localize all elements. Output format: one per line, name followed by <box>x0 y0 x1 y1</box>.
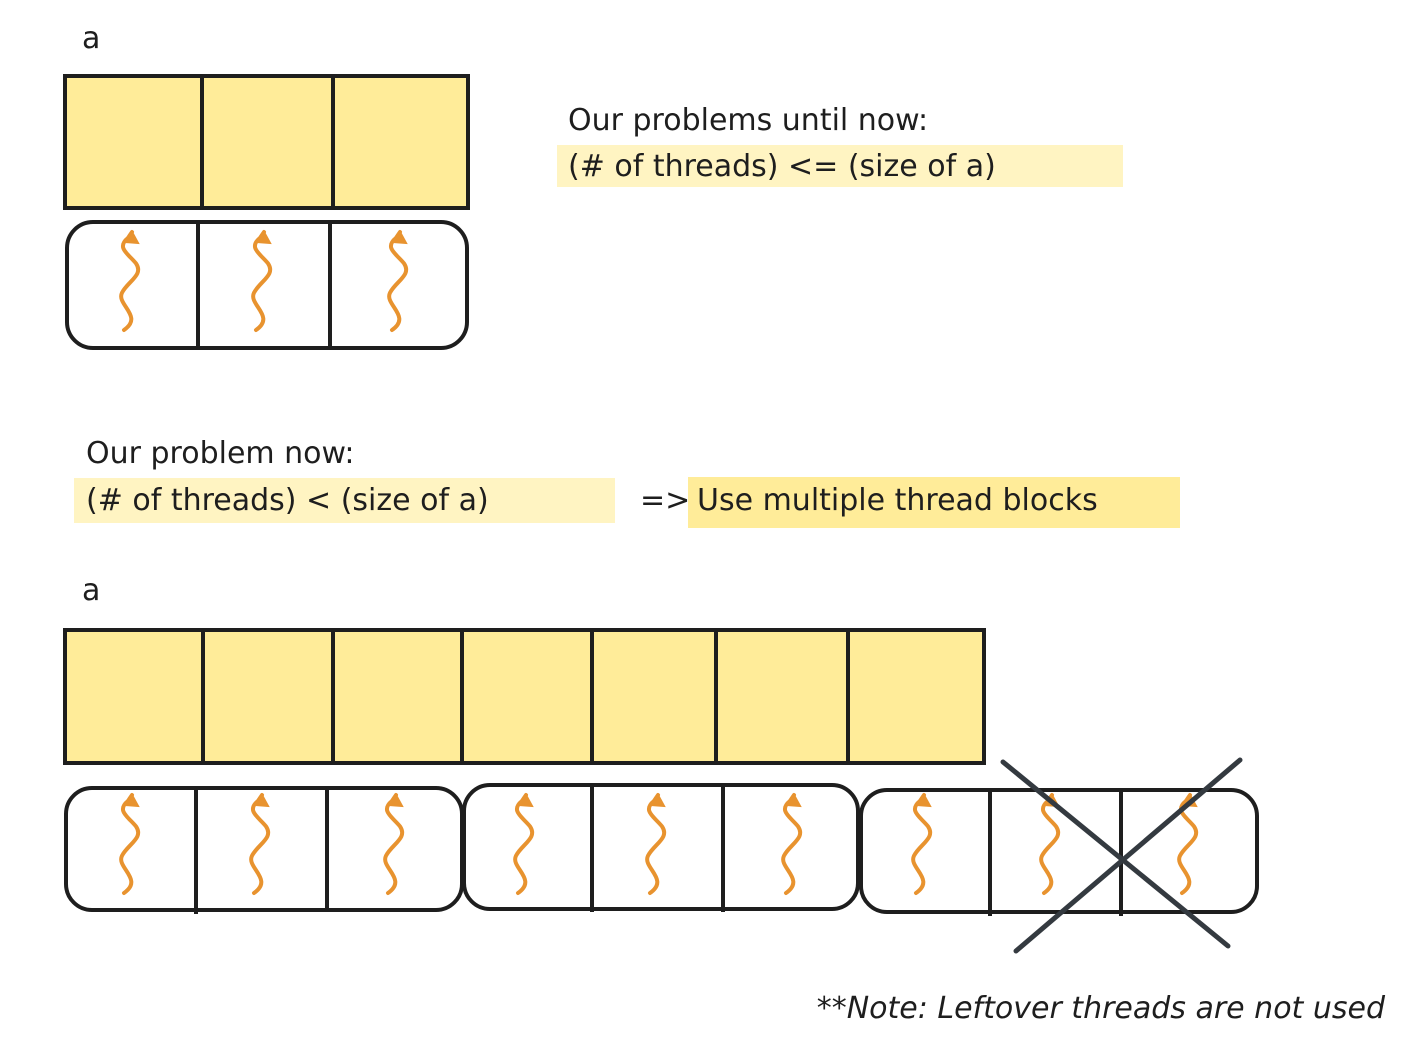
thread-arrowhead <box>123 793 140 808</box>
middle-condition: (# of threads) < (size of a) <box>86 483 489 518</box>
bottom-array-label: a <box>82 573 100 608</box>
thread-arrowhead <box>253 793 270 808</box>
thread-arrowhead <box>387 793 404 808</box>
thread-arrowhead <box>391 230 408 245</box>
top-thread-block <box>65 220 469 350</box>
bottom-array <box>63 628 986 765</box>
thread-squiggle <box>1039 793 1061 895</box>
solution-text: Use multiple thread blocks <box>697 483 1098 518</box>
thread-squiggle <box>119 793 141 895</box>
top-array <box>63 74 470 210</box>
thread-squiggle <box>251 230 273 332</box>
thread-squiggle <box>513 793 535 895</box>
thread-arrowhead <box>123 230 140 245</box>
thread-arrowhead <box>255 230 272 245</box>
unused-threads-cross <box>1000 757 1243 954</box>
thread-block-outline <box>65 220 469 350</box>
thread-arrowhead <box>517 793 534 808</box>
thread-squiggle <box>119 230 141 332</box>
top-condition-highlight <box>557 145 1123 187</box>
top-array-frame <box>63 74 470 210</box>
thread-squiggle <box>645 793 667 895</box>
bottom-thread-block-2 <box>462 783 860 912</box>
middle-heading: Our problem now: <box>86 436 355 471</box>
bottom-array-frame <box>63 628 986 765</box>
thread-arrowhead <box>649 793 666 808</box>
top-threads <box>119 230 409 332</box>
top-heading: Our problems until now: <box>568 103 928 138</box>
arrow-symbol: => <box>640 483 690 518</box>
thread-block-outline <box>462 783 860 911</box>
thread-arrowhead <box>915 793 932 808</box>
cross-stroke <box>1000 759 1231 949</box>
leftover-note: **Note: Leftover threads are not used <box>817 991 1386 1026</box>
thread-squiggle <box>249 793 271 895</box>
thread-squiggle <box>781 793 803 895</box>
cross-stroke <box>1013 757 1243 954</box>
solution-highlight <box>688 477 1180 528</box>
top-condition: (# of threads) <= (size of a) <box>568 149 996 184</box>
thread-squiggle <box>387 230 409 332</box>
thread-squiggle <box>383 793 405 895</box>
thread-arrowhead <box>785 793 802 808</box>
bottom-threads <box>119 793 1199 895</box>
middle-condition-highlight <box>74 478 615 523</box>
top-array-label: a <box>82 21 100 56</box>
thread-squiggle <box>911 793 933 895</box>
